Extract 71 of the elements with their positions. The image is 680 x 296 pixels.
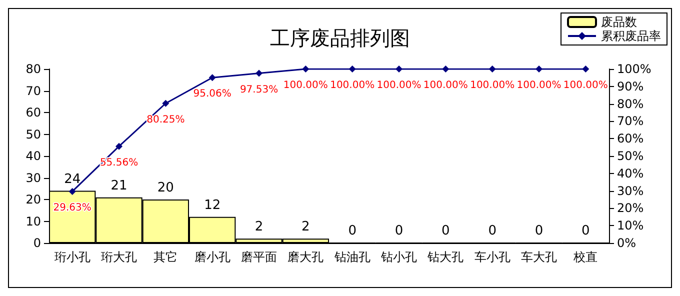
y2-tick-label: 40%: [617, 166, 644, 180]
point: [256, 70, 262, 77]
data-label: 0: [394, 224, 404, 238]
y-tick-label: 20: [26, 192, 41, 206]
x-tick-label: 珩小孔: [54, 250, 90, 264]
y2-tick-label: 30%: [617, 184, 644, 198]
data-label: 0: [442, 224, 450, 238]
data-label: 12: [204, 198, 221, 213]
data-label: 55.56%: [100, 157, 138, 168]
point: [442, 66, 450, 72]
data-label: 100.00%: [423, 80, 468, 91]
x-tick-label: 钻油孔: [333, 250, 370, 264]
point: [302, 66, 310, 72]
x-tick-label: 磨平面: [241, 250, 277, 264]
point: [68, 188, 76, 195]
data-label: 0: [534, 224, 544, 238]
data-label: 29.63%: [53, 202, 92, 214]
data-label: 100.00%: [563, 80, 608, 91]
y2-tick-label: 20%: [617, 201, 644, 216]
data-label: 0: [348, 224, 356, 238]
y-tick-label: 80: [26, 62, 41, 76]
x-tick-label: 钻小孔: [380, 250, 417, 264]
chart-title: 工序废品排列图: [270, 26, 410, 50]
legend-label: 废品数: [601, 15, 637, 29]
y-tick-label: 0: [33, 236, 41, 250]
x-tick-label: 磨大孔: [288, 250, 324, 264]
point: [536, 66, 542, 72]
point: [116, 142, 122, 150]
data-label: 0: [582, 224, 590, 238]
data-label: 0: [488, 224, 496, 238]
y2-tick-label: 80%: [617, 96, 644, 111]
y2-tick-label: 10%: [617, 218, 644, 233]
x-tick-label: 磨小孔: [194, 250, 230, 264]
data-label: 100.00%: [516, 80, 562, 91]
y-tick-label: 50: [26, 127, 41, 142]
x-tick-label: 校直: [572, 250, 598, 264]
data-label: 80.25%: [146, 114, 185, 126]
x-tick-label: 车大孔: [521, 250, 557, 264]
y-tick-label: 40: [26, 149, 41, 163]
y2-tick-label: 100%: [617, 62, 652, 76]
data-label: 2: [254, 220, 264, 235]
y-tick-label: 30: [26, 170, 41, 185]
data-label: 100.00%: [330, 80, 375, 91]
data-label: 100.00%: [470, 80, 515, 91]
data-label: 24: [64, 172, 81, 187]
x-tick-label: 其它: [154, 250, 178, 264]
point: [396, 66, 402, 72]
y2-tick-label: 50%: [617, 149, 644, 163]
point: [348, 66, 356, 72]
data-label: 2: [302, 220, 310, 235]
y2-tick-label: 0%: [617, 236, 636, 250]
x-tick-label: 珩大孔: [101, 250, 137, 264]
y2-tick-label: 60%: [617, 132, 644, 146]
point: [162, 100, 170, 107]
x-tick-label: 钻大孔: [426, 250, 464, 264]
x-tick-label: 车小孔: [474, 250, 510, 264]
y2-tick-label: 70%: [617, 114, 644, 128]
point: [488, 66, 496, 72]
legend-label: 累积废品率: [601, 29, 661, 43]
data-label: 100.00%: [376, 80, 422, 91]
point: [208, 74, 216, 82]
y-tick-label: 70: [26, 84, 41, 98]
y2-tick-label: 90%: [617, 79, 644, 94]
data-label: 21: [110, 178, 128, 194]
data-label: 95.06%: [193, 88, 232, 100]
point: [582, 66, 590, 72]
data-label: 20: [157, 180, 174, 196]
y-tick-label: 60: [26, 106, 41, 120]
y-tick-label: 10: [26, 214, 41, 228]
data-label: 97.53%: [240, 84, 278, 96]
data-label: 100.00%: [283, 80, 328, 91]
